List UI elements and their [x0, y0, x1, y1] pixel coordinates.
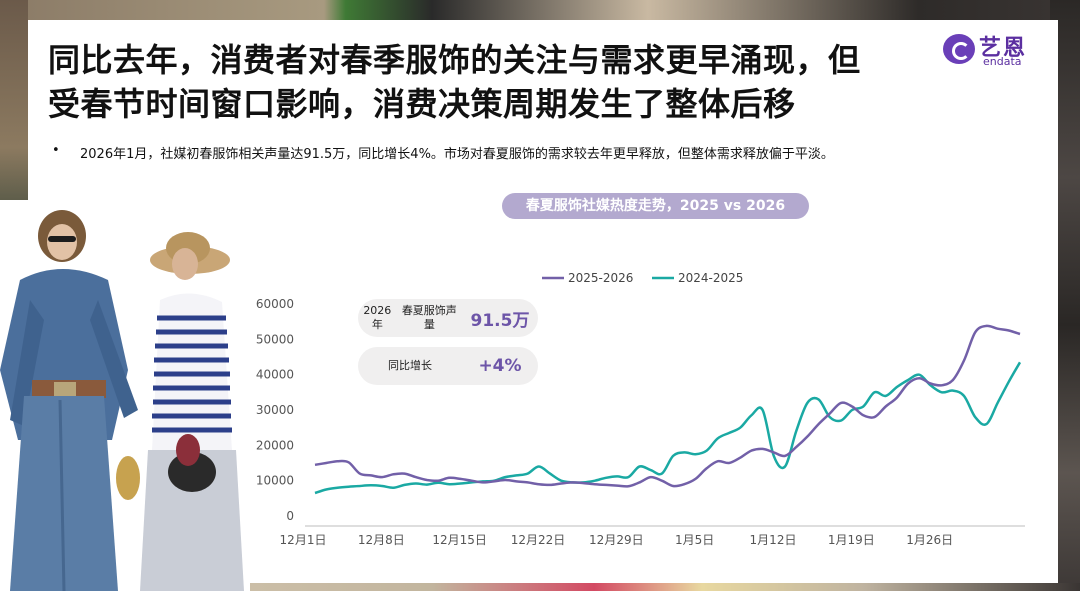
stat-volume-card: 2026年 春夏服饰声量 91.5万 — [358, 299, 538, 337]
y-tick-label: 60000 — [256, 297, 294, 311]
logo-name-cn: 艺恩 — [979, 36, 1028, 61]
brand-logo: 艺恩 endata — [943, 30, 1043, 70]
y-tick-label: 10000 — [256, 474, 294, 488]
legend-label: 2025-2026 — [568, 271, 633, 285]
stat-volume-value: 91.5万 — [470, 310, 530, 331]
x-tick-label: 12月29日 — [589, 533, 644, 547]
y-tick-label: 20000 — [256, 438, 294, 452]
fashion-models-image — [0, 200, 250, 591]
stat-volume-label: 2026年 春夏服饰声量 — [358, 299, 462, 337]
y-tick-label: 0 — [286, 509, 294, 523]
slide-title-line-1: 同比去年，消费者对春季服饰的关注与需求更早涌现，但 — [48, 41, 861, 79]
x-tick-label: 12月8日 — [358, 533, 405, 547]
slide-title-line-2: 受春节时间窗口影响，消费决策周期发生了整体后移 — [48, 85, 796, 123]
x-tick-label: 1月19日 — [828, 533, 875, 547]
stat-volume-label-line-2: 春夏服饰声量 — [401, 304, 457, 331]
x-tick-label: 12月22日 — [511, 533, 566, 547]
x-tick-label: 1月5日 — [675, 533, 714, 547]
background-photo-top — [0, 0, 1080, 20]
x-tick-label: 12月1日 — [280, 533, 327, 547]
stat-growth-card: 同比增长 +4% — [358, 347, 538, 385]
chart-title: 春夏服饰社媒热度走势，2025 vs 2026 — [502, 193, 809, 219]
y-tick-label: 40000 — [256, 368, 294, 382]
x-tick-label: 12月15日 — [432, 533, 487, 547]
series-line-2024-2025 — [314, 361, 1022, 495]
series-line-2025-2026 — [314, 324, 1021, 488]
trend-line-chart: 0 10000 20000 30000 40000 50000 60000 12月1日 12月8… — [256, 271, 1025, 547]
x-tick-label: 1月12日 — [750, 533, 797, 547]
logo-mark-icon — [943, 34, 975, 64]
bullet-marker: • — [52, 143, 60, 158]
slide-title: 同比去年，消费者对春季服饰的关注与需求更早涌现，但 受春节时间窗口影响，消费决策… — [48, 38, 861, 126]
x-tick-label: 1月26日 — [906, 533, 953, 547]
bullet-text: 2026年1月，社媒初春服饰相关声量达91.5万，同比增长4%。市场对春夏服饰的… — [80, 147, 834, 162]
stat-growth-label: 同比增长 — [388, 359, 432, 372]
legend-label: 2024-2025 — [678, 271, 743, 285]
stat-growth-value: +4% — [478, 356, 522, 376]
background-photo-bottom — [0, 583, 1080, 591]
logo-name-en: endata — [983, 55, 1022, 68]
y-tick-label: 30000 — [256, 403, 294, 417]
y-tick-label: 50000 — [256, 332, 294, 346]
stat-volume-label-line-1: 2026年 — [363, 304, 392, 331]
